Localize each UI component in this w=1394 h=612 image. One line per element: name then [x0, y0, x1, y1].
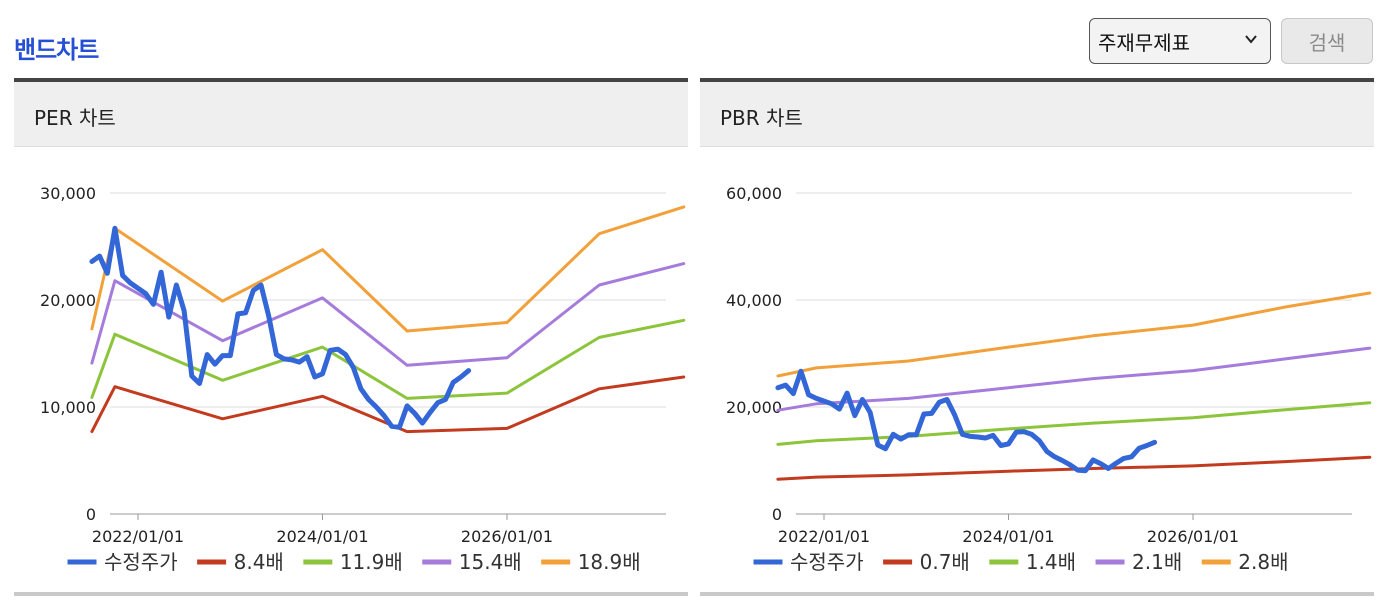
pbr-chart-panel: PBR 차트 60,000 40,000 20,000 0 2022/01/01 2024…: [700, 78, 1374, 596]
y-tick-label: 20,000: [40, 291, 96, 310]
legend-label: 15.4배: [459, 550, 522, 574]
panel-bottom-rule: [14, 592, 688, 596]
series-line-band-3: [90, 262, 686, 367]
series-line-band-3: [776, 346, 1372, 412]
y-tick-label: 0: [86, 505, 96, 524]
series-line-band-1: [90, 375, 686, 434]
pbr-chart-header: PBR 차트: [700, 82, 1374, 147]
x-tick-label: 2022/01/01: [778, 527, 870, 546]
pbr-chart: 60,000 40,000 20,000 0 2022/01/01 2024/01/01 2…: [726, 184, 1372, 574]
series-line-price: [89, 225, 472, 430]
series-line-band-1: [776, 455, 1372, 481]
y-tick-label: 40,000: [726, 291, 782, 310]
y-tick-label: 60,000: [726, 184, 782, 203]
page-title: 밴드차트: [14, 36, 99, 64]
legend-label: 8.4배: [234, 550, 284, 574]
pbr-chart-title: PBR 차트: [720, 106, 803, 130]
search-button[interactable]: 검색: [1281, 18, 1373, 64]
per-chart-panel: PER 차트 30,000 20,000 10,000 0 2022/01/01 2024…: [14, 78, 688, 596]
legend-label: 11.9배: [340, 550, 403, 574]
x-tick-label: 2026/01/01: [1147, 527, 1239, 546]
legend-label: 0.7배: [920, 550, 970, 574]
legend-label: 18.9배: [578, 550, 641, 574]
series-line-band-4: [90, 205, 686, 333]
legend-label: 수정주가: [790, 550, 864, 574]
per-chart-header: PER 차트: [14, 82, 688, 147]
x-tick-label: 2026/01/01: [461, 527, 553, 546]
select-value: 주재무제표: [1098, 30, 1190, 55]
legend-label: 수정주가: [104, 550, 178, 574]
y-tick-label: 0: [772, 505, 782, 524]
series-line-price: [775, 368, 1158, 474]
y-tick-label: 20,000: [726, 398, 782, 417]
legend-label: 2.8배: [1238, 550, 1288, 574]
panel-top-rule: [14, 78, 688, 82]
panel-bottom-rule: [700, 592, 1374, 596]
series-line-band-4: [776, 291, 1372, 378]
x-tick-label: 2024/01/01: [962, 527, 1054, 546]
legend-label: 2.1배: [1132, 550, 1182, 574]
series-line-band-2: [776, 401, 1372, 446]
legend-label: 1.4배: [1026, 550, 1076, 574]
x-tick-label: 2024/01/01: [276, 527, 368, 546]
per-chart-title: PER 차트: [34, 106, 116, 130]
x-tick-label: 2022/01/01: [92, 527, 184, 546]
panel-top-rule: [700, 78, 1374, 82]
y-tick-label: 30,000: [40, 184, 96, 203]
per-chart: 30,000 20,000 10,000 0 2022/01/01 2024/01/01 2…: [40, 184, 686, 574]
y-tick-label: 10,000: [40, 398, 96, 417]
chevron-down-icon: [1245, 35, 1257, 44]
statement-type-select[interactable]: 주재무제표: [1089, 18, 1271, 64]
series-line-band-2: [90, 318, 686, 400]
